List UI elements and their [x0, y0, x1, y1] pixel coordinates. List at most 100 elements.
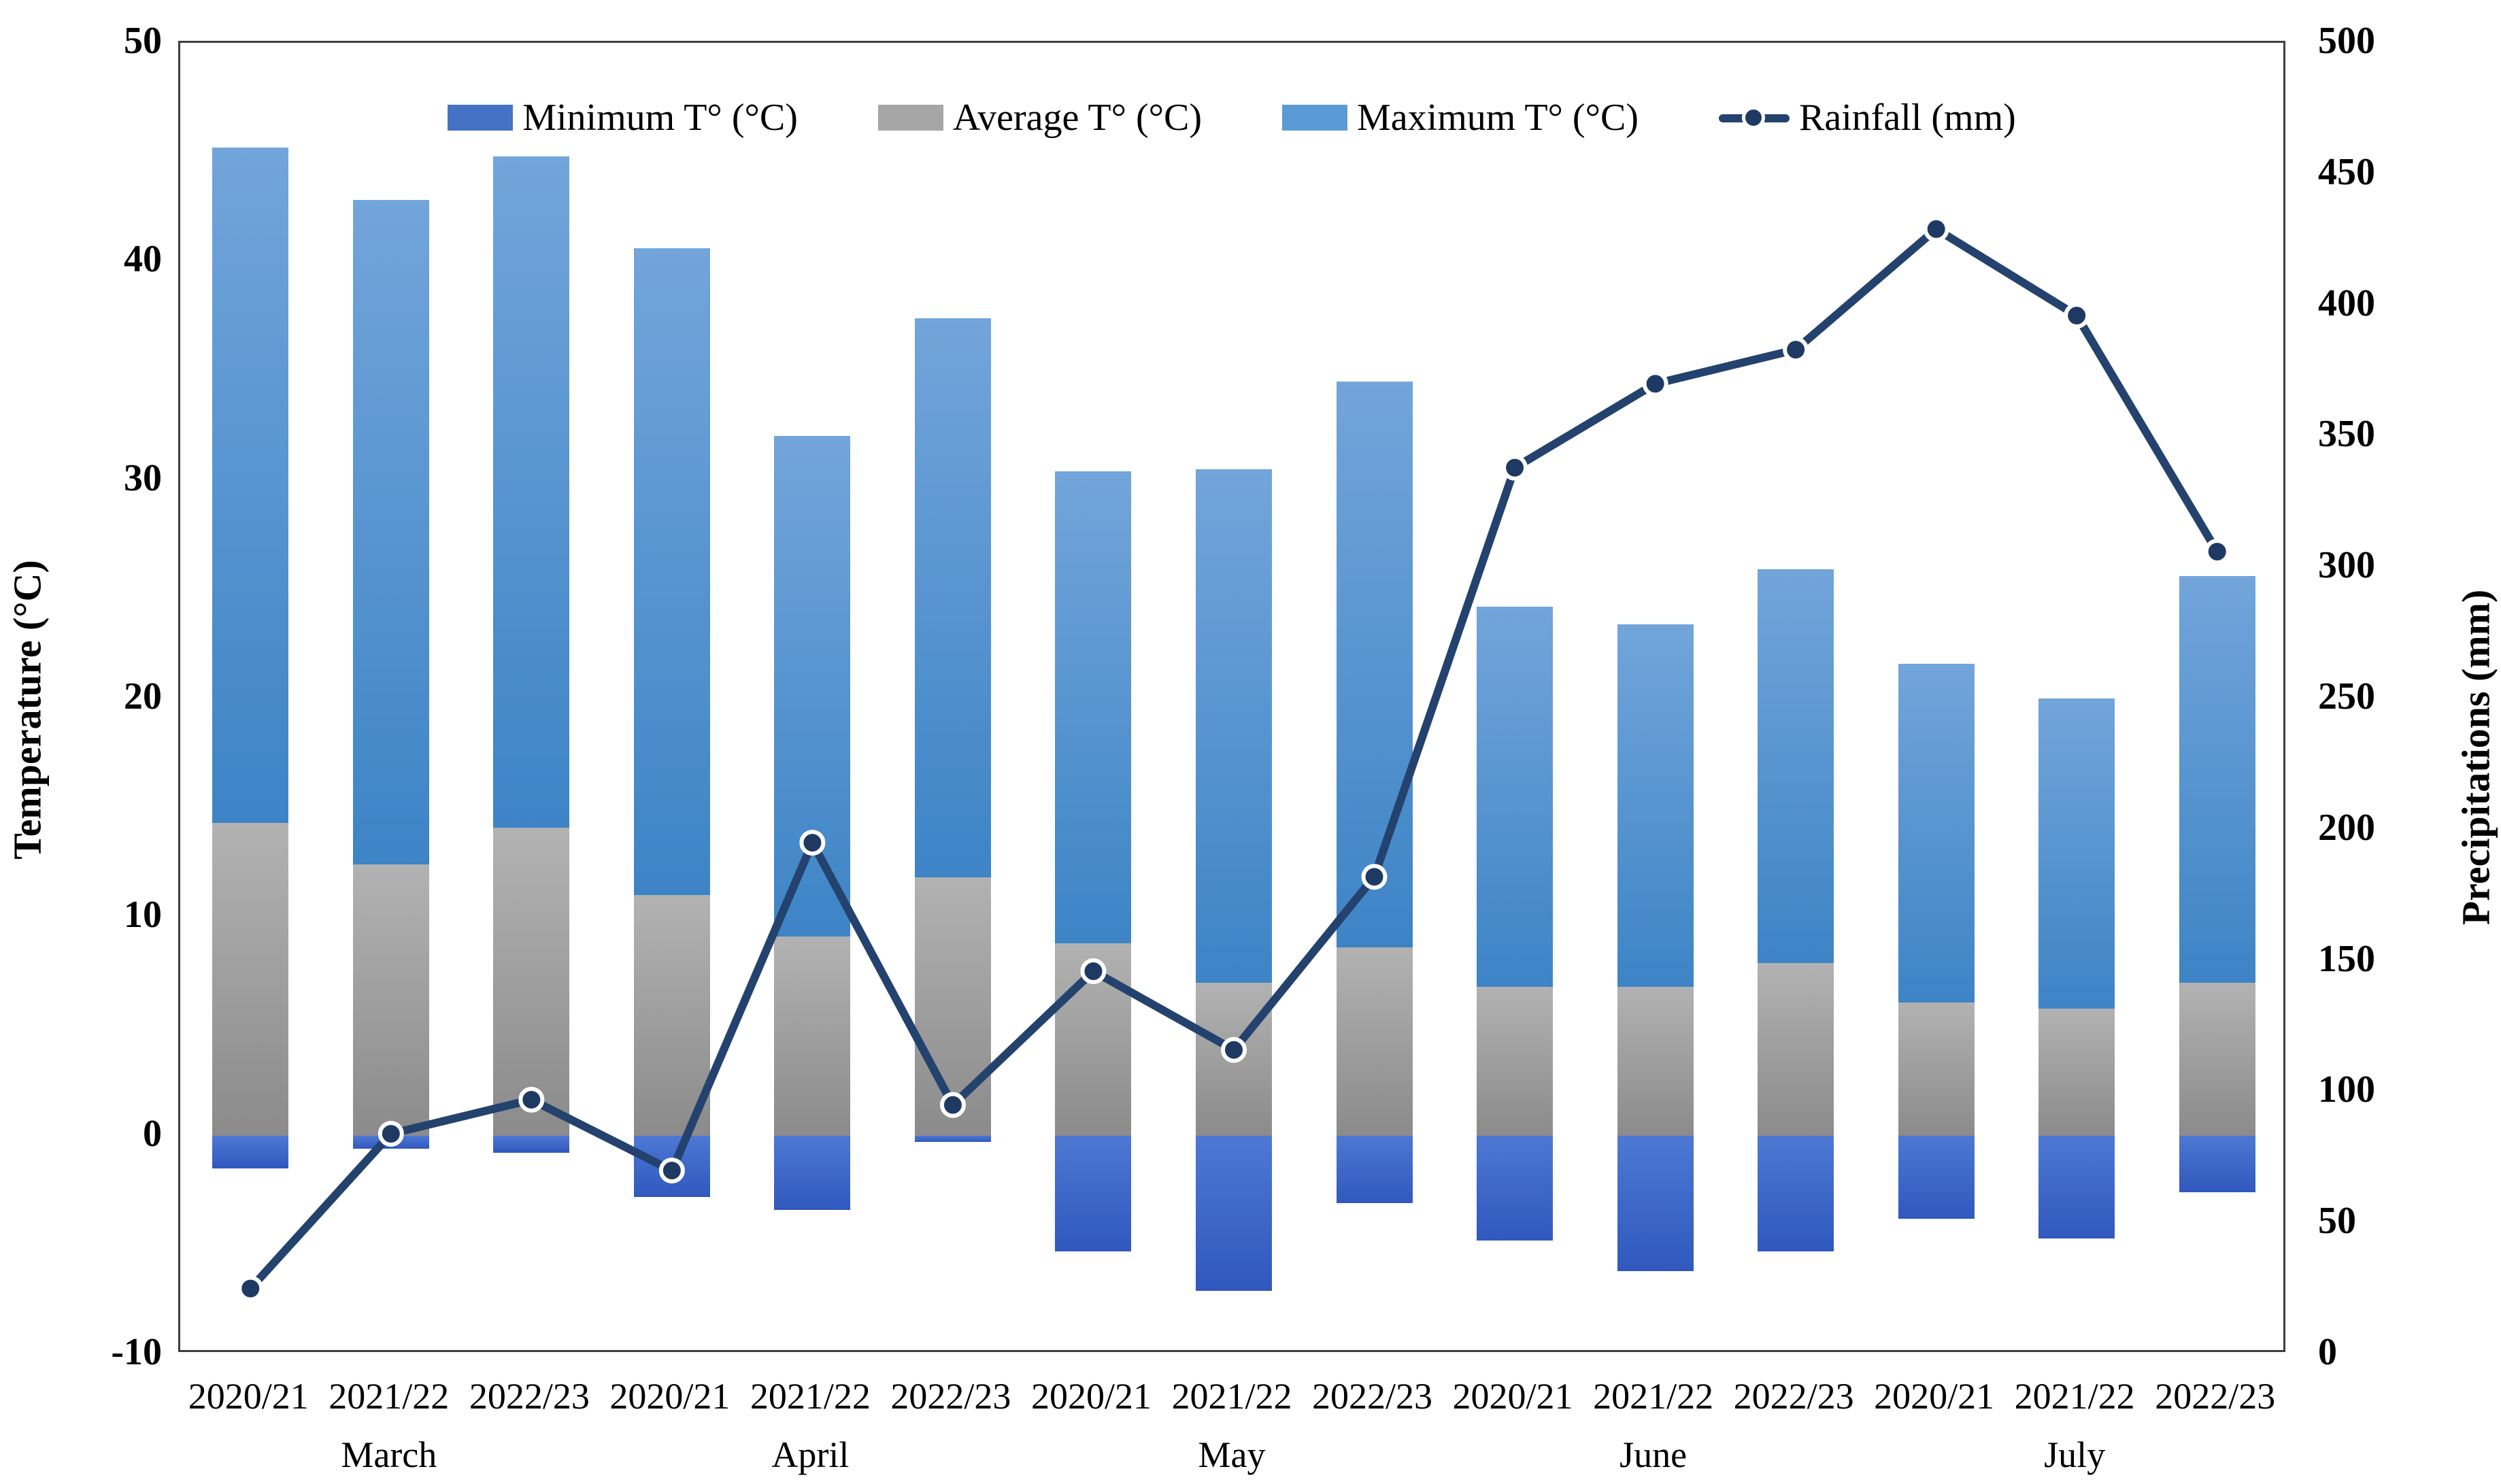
bar-segment-minimum [774, 1135, 851, 1210]
bar-segment-average [633, 895, 710, 1136]
rainfall-marker [658, 1158, 685, 1184]
left-axis-tick: -10 [111, 1331, 162, 1373]
x-year-label: 2020/21 [609, 1376, 731, 1417]
left-axis-tick: 50 [124, 20, 162, 62]
legend-item-minimum: Minimum T° (°C) [448, 96, 798, 139]
legend-label-rainfall: Rainfall (mm) [1798, 97, 2016, 139]
right-axis-tick: 400 [2318, 282, 2375, 324]
rainfall-marker [799, 830, 826, 856]
right-axis-tick: 300 [2318, 544, 2375, 587]
left-axis-tick: 20 [124, 675, 162, 718]
rainfall-marker [518, 1086, 545, 1113]
bar-segment-maximum [2038, 698, 2115, 1009]
bar-segment-minimum [1196, 1135, 1272, 1291]
bar-segment-average [212, 823, 289, 1136]
legend-item-rainfall: Rainfall (mm) [1718, 96, 2016, 139]
bar-segment-maximum [352, 200, 429, 865]
bar-segment-maximum [1758, 569, 1834, 963]
bar-segment-maximum [1617, 624, 1694, 988]
bar-segment-average [1898, 1002, 1975, 1136]
x-year-label: 2021/22 [1171, 1376, 1292, 1417]
x-month-label: July [2044, 1434, 2106, 1475]
legend-item-average: Average T° (°C) [877, 96, 1203, 139]
right-axis-tick: 50 [2318, 1200, 2356, 1243]
rainfall-marker [939, 1092, 966, 1118]
right-axis-tick: 450 [2318, 150, 2375, 193]
left-axis-tick: 30 [124, 456, 162, 499]
legend-label-average: Average T° (°C) [952, 97, 1203, 139]
rainfall-line-layer [237, 216, 2230, 1302]
right-axis-tick: 350 [2318, 413, 2375, 456]
x-year-label: 2020/21 [1874, 1376, 1995, 1417]
average-swatch-icon [877, 105, 943, 131]
bar-segment-maximum [1196, 469, 1272, 983]
left-axis-tick: 10 [124, 894, 162, 937]
rainfall-marker [1502, 454, 1528, 481]
bar-segment-average [1617, 987, 1694, 1136]
plot-area: Minimum T° (°C) Average T° (°C) Maximum … [178, 41, 2285, 1352]
right-axis-tick: 250 [2318, 675, 2375, 718]
minimum-swatch-icon [448, 105, 514, 131]
legend-label-minimum: Minimum T° (°C) [522, 97, 798, 139]
bar-segment-minimum [1055, 1135, 1132, 1251]
bar-segment-average [1336, 947, 1413, 1136]
x-month-label: March [341, 1434, 437, 1475]
bar-segment-maximum [212, 148, 289, 824]
rainfall-marker [377, 1121, 404, 1147]
rainfall-marker [1221, 1036, 1247, 1063]
bar-segment-minimum [914, 1135, 991, 1143]
bar-segment-minimum [1617, 1135, 1694, 1271]
bar-segment-minimum [212, 1135, 289, 1168]
legend: Minimum T° (°C) Average T° (°C) Maximum … [180, 96, 2283, 139]
bar-segment-average [493, 827, 570, 1136]
bar-segment-average [352, 864, 429, 1136]
bar-segment-maximum [914, 318, 991, 878]
maximum-swatch-icon [1282, 105, 1348, 131]
right-axis-title: Precipitations (mm) [2453, 589, 2498, 926]
rainfall-marker [1080, 958, 1107, 985]
legend-label-maximum: Maximum T° (°C) [1357, 97, 1639, 139]
x-year-label: 2022/23 [469, 1376, 590, 1417]
bar-segment-minimum [1758, 1135, 1834, 1251]
left-axis-tick: 40 [124, 238, 162, 281]
bar-segment-average [1477, 987, 1554, 1136]
x-year-label: 2022/23 [890, 1376, 1011, 1417]
x-year-label: 2020/21 [188, 1376, 309, 1417]
rainfall-marker [2064, 303, 2090, 329]
x-year-label: 2022/23 [2155, 1376, 2276, 1417]
x-year-label: 2021/22 [1593, 1376, 1714, 1417]
right-axis-tick: 150 [2318, 937, 2375, 980]
x-year-label: 2020/21 [1452, 1376, 1573, 1417]
rainfall-marker [1783, 337, 1809, 363]
right-axis-tick: 500 [2318, 20, 2375, 62]
bar-segment-average [774, 937, 851, 1136]
bar-segment-minimum [2038, 1135, 2115, 1238]
rainfall-marker [2204, 539, 2230, 565]
bar-segment-maximum [493, 156, 570, 828]
bar-segment-minimum [1477, 1135, 1554, 1241]
x-year-label: 2021/22 [750, 1376, 871, 1417]
bar-segment-maximum [2179, 576, 2255, 983]
bar-segment-minimum [1898, 1135, 1975, 1219]
right-axis-tick: 0 [2318, 1331, 2337, 1373]
bar-segment-minimum [2179, 1135, 2255, 1193]
rainfall-marker [1361, 864, 1388, 890]
bar-segment-minimum [493, 1135, 570, 1153]
x-year-label: 2020/21 [1030, 1376, 1152, 1417]
legend-item-maximum: Maximum T° (°C) [1282, 96, 1639, 139]
rainfall-line-icon [1718, 105, 1790, 131]
rainfall-line [246, 224, 2221, 1293]
x-year-label: 2022/23 [1733, 1376, 1854, 1417]
left-axis-tick: 0 [143, 1112, 162, 1155]
x-year-label: 2022/23 [1312, 1376, 1433, 1417]
right-axis-tick: 100 [2318, 1068, 2375, 1111]
bar-segment-maximum [1055, 471, 1132, 943]
bar-segment-average [2179, 982, 2255, 1136]
bar-segment-average [1758, 962, 1834, 1136]
x-year-label: 2021/22 [329, 1376, 450, 1417]
x-month-label: May [1198, 1434, 1266, 1475]
x-month-label: April [771, 1434, 850, 1475]
rainfall-marker [1923, 216, 1949, 242]
right-axis-tick: 200 [2318, 806, 2375, 849]
